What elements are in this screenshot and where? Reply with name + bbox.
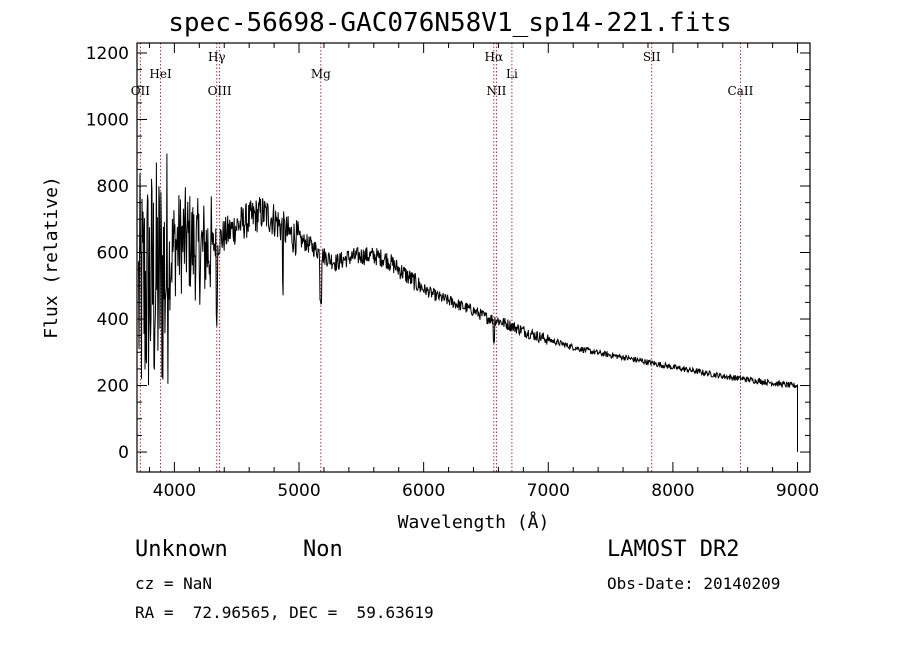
x-tick-label: 9000 bbox=[776, 481, 819, 501]
x-tick-label: 5000 bbox=[277, 481, 320, 501]
emission-line-label: Mg bbox=[311, 67, 331, 81]
object-subclass: Non bbox=[303, 537, 343, 562]
chart-title: spec-56698-GAC076N58V1_sp14-221.fits bbox=[168, 8, 732, 38]
y-tick-label: 800 bbox=[97, 177, 129, 197]
emission-line-label: Hα bbox=[485, 50, 504, 64]
y-tick-label: 400 bbox=[97, 310, 129, 330]
emission-line-label: HeI bbox=[149, 67, 172, 81]
coordinates: RA = 72.96565, DEC = 59.63619 bbox=[135, 603, 434, 622]
object-class: Unknown bbox=[135, 537, 228, 562]
spectrum-line bbox=[138, 153, 798, 452]
redshift-info: cz = NaN bbox=[135, 574, 213, 593]
y-tick-label: 200 bbox=[97, 377, 129, 397]
survey-name: LAMOST DR2 bbox=[607, 537, 740, 562]
emission-lines bbox=[139, 43, 741, 472]
emission-line-label: NII bbox=[486, 84, 506, 98]
emission-line-label: CaII bbox=[728, 84, 754, 98]
x-tick-label: 8000 bbox=[651, 481, 694, 501]
emission-line-label: OII bbox=[131, 84, 151, 98]
x-tick-label: 6000 bbox=[402, 481, 445, 501]
y-tick-label: 1000 bbox=[86, 110, 129, 130]
y-tick-label: 600 bbox=[97, 244, 129, 264]
emission-line-label: OIII bbox=[208, 84, 232, 98]
y-tick-label: 1200 bbox=[86, 44, 129, 64]
emission-line-label: SII bbox=[643, 50, 661, 64]
y-tick-label: 0 bbox=[118, 443, 129, 463]
x-axis-label: Wavelength (Å) bbox=[398, 511, 550, 533]
plot-frame bbox=[136, 42, 811, 473]
y-axis-label: Flux (relative) bbox=[41, 176, 62, 339]
emission-line-label: Hγ bbox=[208, 50, 226, 64]
x-tick-label: 7000 bbox=[527, 481, 570, 501]
axis-ticks: 4000 5000 6000 7000 8000 9000 0 200 400 600 800 100… bbox=[86, 43, 819, 501]
observation-date: Obs-Date: 20140209 bbox=[607, 574, 781, 593]
emission-line-label: Li bbox=[506, 67, 518, 81]
x-tick-label: 4000 bbox=[153, 481, 196, 501]
